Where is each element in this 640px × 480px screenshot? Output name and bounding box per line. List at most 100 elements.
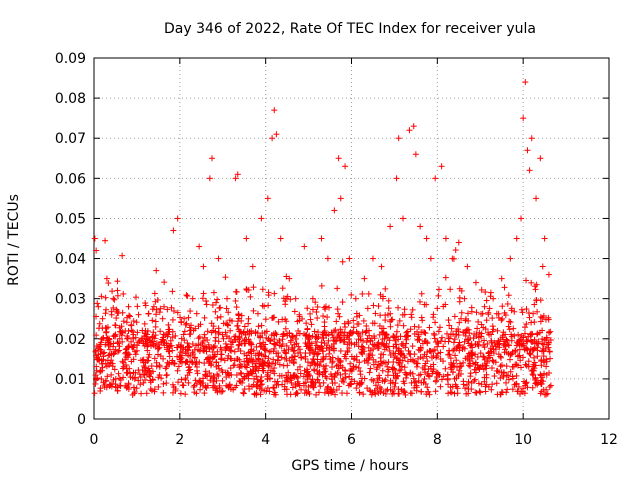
noise-band — [91, 237, 554, 398]
data-point — [545, 271, 552, 278]
x-tick-label: 8 — [433, 432, 442, 448]
data-point — [528, 135, 535, 142]
data-point — [522, 79, 529, 86]
data-point — [526, 167, 533, 174]
data-point — [352, 295, 359, 302]
data-point — [410, 123, 417, 130]
data-point — [196, 243, 203, 250]
data-point — [421, 375, 428, 382]
data-point — [181, 315, 188, 322]
data-point — [546, 383, 553, 390]
data-point — [170, 227, 177, 234]
data-point — [515, 383, 522, 390]
data-point — [498, 275, 505, 282]
chart-title: Day 346 of 2022, Rate Of TEC Index for r… — [164, 21, 536, 37]
data-point — [427, 255, 434, 262]
data-point — [361, 275, 368, 282]
data-point — [387, 223, 394, 230]
data-point — [116, 335, 123, 342]
data-points — [91, 79, 554, 398]
data-point — [423, 235, 430, 242]
data-point — [520, 115, 527, 122]
x-axis-label: GPS time / hours — [291, 458, 408, 474]
y-tick-label: 0.01 — [55, 372, 86, 388]
x-tick-labels: 0 2 4 6 8 10 12 — [90, 432, 618, 448]
data-point — [209, 155, 216, 162]
data-point — [215, 255, 222, 262]
y-tick-label: 0.02 — [55, 332, 86, 348]
data-point — [481, 303, 488, 310]
data-point — [110, 295, 117, 302]
y-tick-label: 0.04 — [55, 252, 86, 268]
data-point — [438, 163, 445, 170]
data-point — [442, 235, 449, 242]
data-point — [206, 175, 213, 182]
x-tick-label: 2 — [175, 432, 184, 448]
data-point — [541, 235, 548, 242]
data-point — [254, 383, 261, 390]
y-tick-label: 0.06 — [55, 171, 86, 187]
data-point — [301, 243, 308, 250]
data-point — [518, 215, 525, 222]
data-point — [273, 131, 280, 138]
x-tick-label: 4 — [261, 432, 270, 448]
data-point — [103, 275, 110, 282]
data-point — [269, 135, 276, 142]
data-point — [93, 247, 100, 254]
data-point — [159, 315, 166, 322]
data-point — [378, 263, 385, 270]
data-point — [472, 279, 479, 286]
data-point — [455, 239, 462, 246]
data-point — [309, 295, 316, 302]
data-point — [331, 207, 338, 214]
y-tick-labels: 0 0.01 0.02 0.03 0.04 0.05 0.06 0.07 0.08 0.09 — [55, 51, 86, 428]
data-point — [155, 383, 162, 390]
data-point — [292, 295, 299, 302]
data-point — [445, 351, 452, 358]
data-point — [271, 107, 278, 114]
data-point — [507, 255, 514, 262]
data-point — [258, 215, 265, 222]
data-point — [524, 147, 531, 154]
data-point — [91, 235, 98, 242]
data-point — [324, 255, 331, 262]
data-point — [264, 195, 271, 202]
y-tick-label: 0.07 — [55, 131, 86, 147]
x-tick-label: 10 — [514, 432, 532, 448]
y-tick-label: 0.09 — [55, 51, 86, 67]
data-point — [503, 379, 509, 386]
data-point — [99, 315, 106, 322]
data-point — [513, 235, 520, 242]
data-point — [369, 255, 376, 262]
y-tick-label: 0 — [77, 412, 86, 428]
data-point — [417, 223, 424, 230]
data-point — [249, 263, 256, 270]
y-tick-label: 0.08 — [55, 91, 86, 107]
data-point — [318, 235, 325, 242]
x-tick-label: 0 — [90, 432, 99, 448]
data-point — [243, 235, 250, 242]
data-point — [395, 135, 402, 142]
data-point — [460, 359, 467, 366]
data-point — [108, 371, 115, 378]
data-point — [277, 235, 284, 242]
x-tick-label: 12 — [600, 432, 618, 448]
data-point — [337, 195, 344, 202]
y-tick-label: 0.05 — [55, 211, 86, 227]
x-tick-label: 6 — [347, 432, 356, 448]
data-point — [400, 215, 406, 222]
data-point — [153, 267, 160, 274]
data-point — [234, 171, 241, 178]
data-point — [224, 295, 231, 302]
data-point — [342, 163, 349, 170]
data-point — [432, 175, 439, 182]
data-point — [412, 151, 419, 158]
data-point — [346, 255, 353, 262]
data-point — [200, 263, 207, 270]
data-point — [537, 155, 544, 162]
data-point — [185, 379, 192, 386]
data-point — [174, 215, 181, 222]
y-tick-label: 0.03 — [55, 292, 86, 308]
data-point — [335, 155, 342, 162]
